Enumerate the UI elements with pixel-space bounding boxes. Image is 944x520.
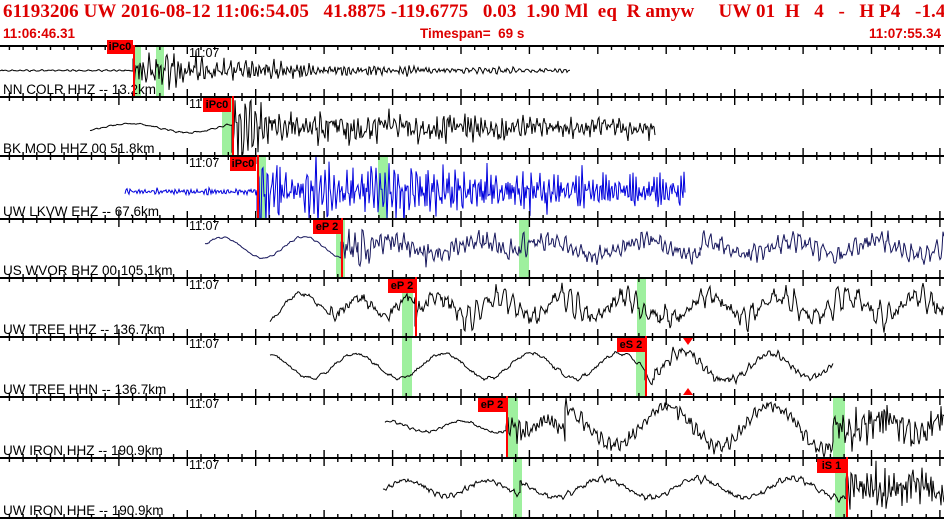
pick-uncertainty-band [835,457,846,517]
pick-line[interactable] [232,96,234,155]
pick-label[interactable]: iPc0 [203,98,231,112]
arrival-flag-up-icon [683,388,693,395]
trace-panel: 11:07 eP 2 UW TREE HHZ -- 136.7km [0,277,944,337]
waveform[interactable] [0,218,944,277]
pick-uncertainty-band [636,336,645,396]
time-tick-label: 11:07 [189,337,220,351]
pick-label[interactable]: iPc0 [107,40,133,54]
pick-uncertainty-band [402,277,413,336]
pick-label[interactable]: iPc0 [230,157,256,171]
pick-uncertainty-band [402,336,412,396]
waveform[interactable] [0,336,944,396]
pick-line[interactable] [133,45,135,96]
pick-label[interactable]: iS 1 [817,459,846,473]
timespan-label: Timespan= 69 s [420,26,525,41]
trace-panel: 11:07 eP 2 UW IRON HHZ -- 190.9km [0,396,944,458]
pick-label[interactable]: eP 2 [313,220,341,234]
pick-uncertainty-band [637,277,646,336]
station-label: UW IRON HHE -- 190.9km [3,503,164,518]
trace-panel: 11:07 iPc0 UW LKVW EHZ -- 67.6km [0,155,944,219]
trace-panel: 11:07 eP 2 US WVOR BHZ 00 105.1km [0,218,944,278]
pick-uncertainty-band [513,457,522,517]
time-tick-label: 11:07 [189,219,220,233]
pick-label[interactable]: eP 2 [388,279,416,293]
window-end-time: 11:07:55.34 [868,26,941,41]
waveform[interactable] [0,155,944,218]
pick-line[interactable] [506,396,508,457]
trace-panel: 11:07 eS 2 UW TREE HHN -- 136.7km [0,336,944,397]
pick-label[interactable]: eS 2 [617,338,645,352]
pick-uncertainty-band [519,218,529,277]
arrival-flag-down-icon [683,338,693,345]
waveform[interactable] [0,45,944,96]
window-start-time: 11:06:46.31 [3,26,76,41]
waveform[interactable] [0,96,944,155]
station-label: US WVOR BHZ 00 105.1km [3,263,173,278]
pick-uncertainty-band [833,396,845,457]
time-tick-label: 11:07 [189,156,220,170]
pick-uncertainty-band [134,45,141,96]
time-tick-label: 11:07 [189,46,220,60]
time-tick-label: 11:07 [189,397,220,411]
station-label: UW IRON HHZ -- 190.9km [3,443,163,458]
station-label: BK MOD HHZ 00 51.8km [3,141,155,156]
pick-line[interactable] [415,277,417,336]
waveform[interactable] [0,396,944,457]
pick-uncertainty-band [378,155,388,218]
pick-uncertainty-band [508,396,518,457]
pick-line[interactable] [645,336,647,396]
waveform[interactable] [0,277,944,336]
pick-label[interactable]: eP 2 [478,398,506,412]
station-label: UW LKVW EHZ -- 67.6km [3,204,160,219]
trace-panel: 11:07iPc0BK MOD HHZ 00 51.8km [0,96,944,156]
station-label: UW TREE HHN -- 136.7km [3,382,167,397]
station-label: UW TREE HHZ -- 136.7km [3,322,165,337]
pick-line[interactable] [846,457,848,517]
trace-panel: 11:07 iS 1 UW IRON HHE -- 190.9km [0,457,944,518]
pick-uncertainty-band [222,96,232,155]
trace-panel: 11:07 iPc0 NN COLR HHZ -- 13.2km [0,40,944,97]
event-header: 61193206 UW 2016-08-12 11:06:54.05 41.88… [3,1,944,22]
pick-line[interactable] [341,218,343,277]
time-tick-label: 11:07 [189,458,220,472]
pick-line[interactable] [257,155,259,218]
waveform[interactable] [0,457,944,517]
time-tick-label: 11:07 [189,278,220,292]
